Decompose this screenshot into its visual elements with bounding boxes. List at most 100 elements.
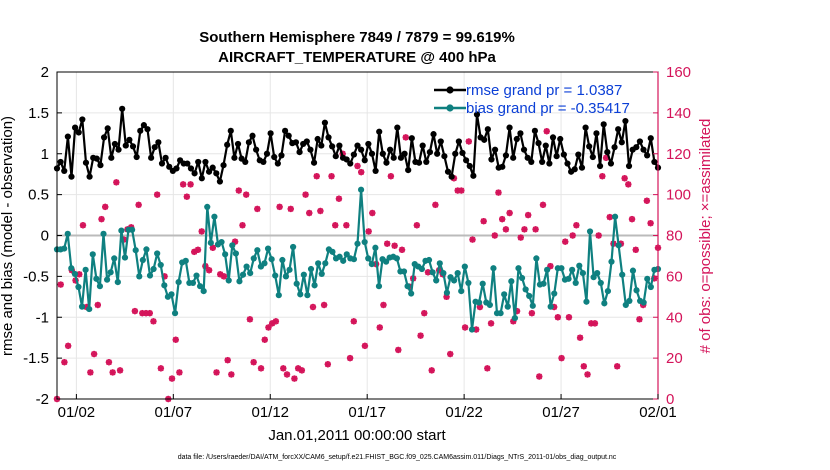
- bias-point: [261, 260, 268, 267]
- rmse-point: [644, 152, 651, 159]
- rmse-point: [542, 142, 549, 149]
- obs-possible-marker: [398, 246, 406, 253]
- rmse-point: [343, 156, 350, 163]
- bias-point: [476, 299, 483, 306]
- obs-possible-marker: [536, 373, 543, 380]
- obs-possible-marker: [150, 318, 157, 325]
- obs-possible-marker: [57, 281, 64, 288]
- bias-point: [290, 243, 297, 251]
- bias-point: [272, 272, 279, 279]
- bias-point: [61, 245, 68, 252]
- rmse-point: [586, 143, 593, 150]
- rmse-point: [140, 122, 147, 129]
- y-tick-label: -1.5: [23, 350, 49, 367]
- rmse-point: [607, 160, 615, 167]
- bias-point: [526, 292, 533, 300]
- bias-point: [522, 286, 529, 293]
- rmse-point: [383, 159, 390, 166]
- bias-point: [490, 265, 497, 272]
- bias-point: [368, 261, 375, 268]
- bias-point: [629, 267, 637, 274]
- bias-point: [572, 279, 579, 287]
- bias-point: [93, 275, 100, 282]
- obs-possible-marker: [517, 234, 524, 241]
- y-axis-label: rmse and bias (model - observation): [0, 116, 16, 356]
- rmse-point: [390, 154, 397, 161]
- obs-possible-marker: [135, 201, 142, 208]
- rmse-point: [365, 140, 372, 148]
- obs-possible-marker: [183, 193, 190, 200]
- rmse-point: [441, 153, 448, 160]
- bias-point: [626, 297, 633, 304]
- bias-point: [275, 292, 282, 299]
- obs-possible-marker: [395, 346, 402, 354]
- y2-tick-label: 40: [666, 309, 683, 326]
- bias-point: [207, 239, 214, 246]
- bias-point: [286, 266, 293, 273]
- obs-possible-marker: [257, 365, 265, 372]
- bias-point: [590, 274, 597, 281]
- x-axis-label: Jan.01,2011 00:00:00 start: [268, 427, 446, 444]
- bias-point: [433, 277, 440, 284]
- rmse-point: [144, 126, 151, 133]
- bias-point: [211, 213, 218, 220]
- y2-tick-label: 60: [666, 268, 683, 285]
- rmse-point: [231, 154, 238, 161]
- bias-point: [175, 278, 182, 286]
- rmse-point: [310, 159, 318, 166]
- obs-possible-marker: [432, 201, 439, 208]
- rmse-point: [491, 146, 499, 153]
- obs-possible-marker: [636, 316, 643, 323]
- bias-point: [429, 269, 436, 276]
- x-tick-label: 01/17: [348, 404, 386, 421]
- rmse-point: [274, 160, 281, 167]
- rmse-point: [633, 144, 640, 151]
- right-axis: 0 20 40 60 80 100 120 140 160: [653, 64, 691, 408]
- obs-possible-marker: [157, 365, 164, 372]
- bias-point: [89, 251, 96, 258]
- bias-point: [354, 240, 361, 247]
- obs-possible-marker: [484, 365, 491, 372]
- rmse-point: [347, 160, 354, 167]
- obs-possible-marker: [461, 324, 469, 331]
- bias-point: [619, 271, 626, 278]
- legend-bias-label: bias grand pr = -0.35417: [466, 100, 630, 117]
- bias-point: [279, 256, 286, 264]
- rmse-point: [281, 127, 289, 134]
- rmse-point: [75, 129, 82, 136]
- bias-point: [440, 270, 447, 277]
- obs-possible-marker: [239, 222, 246, 229]
- x-tick-label: 01/22: [445, 404, 483, 421]
- obs-possible-marker: [309, 303, 317, 311]
- rmse-point: [622, 117, 629, 125]
- obs-possible-marker: [246, 316, 254, 323]
- rmse-point: [158, 160, 166, 167]
- bias-point: [533, 255, 540, 262]
- rmse-point: [234, 140, 242, 148]
- bias-point: [400, 268, 408, 275]
- obs-possible-marker: [321, 301, 328, 309]
- obs-possible-marker: [265, 324, 272, 331]
- rmse-point: [166, 163, 173, 170]
- rmse-point: [82, 159, 90, 166]
- obs-possible-marker: [324, 361, 331, 368]
- obs-possible-marker: [562, 238, 569, 245]
- bias-point: [586, 228, 594, 235]
- obs-possible-marker: [625, 181, 632, 188]
- bias-point: [644, 275, 651, 282]
- bias-point: [129, 226, 136, 233]
- rmse-point: [285, 132, 292, 139]
- bias-point: [436, 260, 443, 267]
- obs-possible-marker: [94, 301, 101, 309]
- rmse-point: [539, 158, 546, 166]
- obs-possible-marker: [102, 203, 109, 210]
- obs-possible-marker: [254, 205, 261, 213]
- rmse-point: [488, 156, 495, 163]
- rmse-point: [57, 158, 64, 166]
- bias-point: [361, 238, 368, 246]
- obs-possible-marker: [384, 240, 391, 247]
- rmse-point: [202, 158, 209, 166]
- obs-possible-marker: [313, 173, 320, 180]
- bias-point: [247, 270, 254, 277]
